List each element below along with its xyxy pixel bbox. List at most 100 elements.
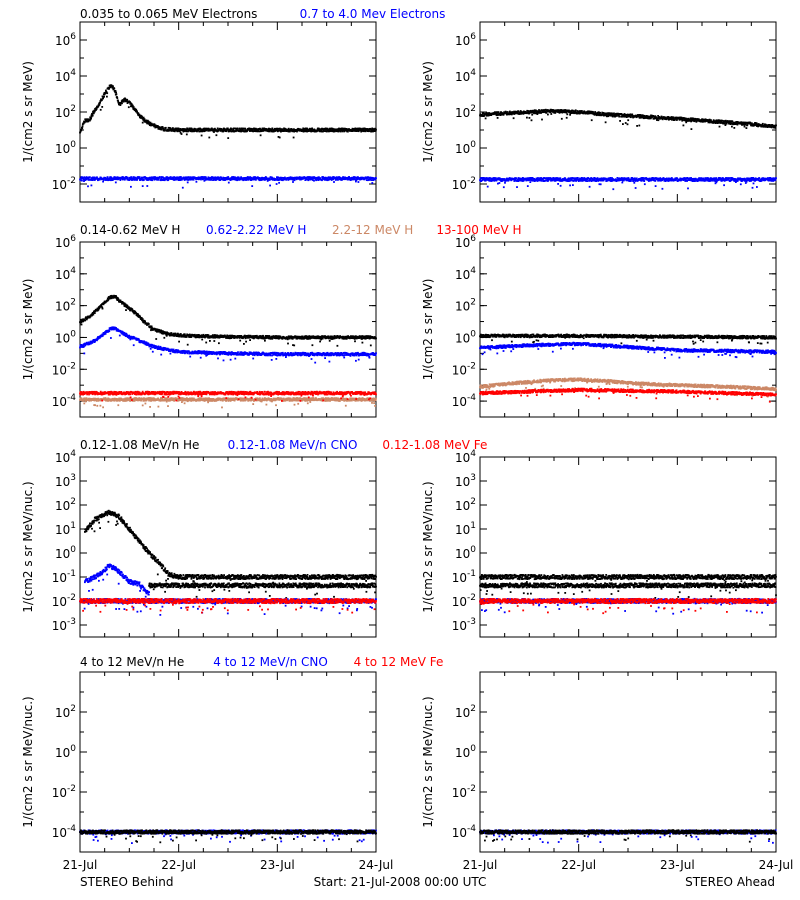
y-tick-exponent: 0 [70,329,76,339]
data-point [128,106,130,108]
data-point [503,186,505,188]
y-tick-exponent: 6 [470,32,476,42]
y-tick-label: 102 [55,104,76,120]
data-point [758,177,760,179]
data-point [550,113,552,115]
data-point [498,111,500,113]
data-point [94,312,96,314]
y-tick-label: 10-2 [52,176,76,192]
legend-entry: 0.7 to 4.0 Mev Electrons [300,7,446,21]
y-tick-base: 10 [55,142,70,156]
data-point [141,116,143,118]
data-point [210,179,212,181]
y-tick-base: 10 [55,300,70,314]
data-point [526,117,528,119]
data-point [686,180,688,182]
data-point [133,106,135,108]
data-point [487,186,489,188]
data-point [227,137,229,139]
data-point [540,112,542,114]
data-point [186,134,188,136]
data-point [375,177,377,179]
data-point [237,128,239,130]
y-tick-exponent: -4 [67,393,76,403]
data-point [312,344,314,346]
data-point [209,340,211,342]
data-point [655,185,657,187]
y-tick-exponent: 2 [70,298,76,308]
data-point [557,183,559,185]
y-tick-exponent: 2 [70,104,76,114]
plot-frame [80,242,376,417]
y-tick-exponent: -2 [67,176,76,186]
legend-entry: 0.14-0.62 MeV H [80,223,180,237]
data-point [661,116,663,118]
data-point [136,179,138,181]
y-tick-base: 10 [52,363,67,377]
data-point [719,126,721,128]
y-tick-base: 10 [452,178,467,192]
data-point [547,114,549,116]
data-point [165,127,167,129]
data-point [106,96,108,98]
data-point [544,177,546,179]
y-tick-base: 10 [55,268,70,282]
data-point [116,93,118,95]
data-point [740,183,742,185]
data-point [337,345,339,347]
data-point [115,90,117,92]
series-0 [79,84,377,139]
data-point [636,125,638,127]
data-point [271,338,273,340]
data-point [92,115,94,117]
data-point [687,118,689,120]
data-point [662,188,664,190]
data-point [148,323,150,325]
data-point [591,119,593,121]
data-point [513,117,515,119]
data-point [306,335,308,337]
data-point [293,345,295,347]
data-point [260,134,262,136]
data-point [178,341,180,343]
y-tick-base: 10 [52,178,67,192]
data-point [81,127,83,129]
data-point [561,118,563,120]
data-point [187,344,189,346]
data-point [746,124,748,126]
data-point [575,109,577,111]
y-axis-label: 1/(cm2 s sr MeV) [421,61,435,163]
y-tick-exponent: 4 [470,68,476,78]
data-point [723,184,725,186]
data-point [775,127,777,129]
data-point [99,102,101,104]
data-point [245,341,247,343]
data-point [731,126,733,128]
data-point [238,176,240,178]
y-tick-exponent: 4 [70,266,76,276]
data-point [249,339,251,341]
data-point [566,112,568,114]
y-tick-exponent: 6 [70,32,76,42]
data-point [529,117,531,119]
series-0 [479,109,777,130]
data-point [371,182,373,184]
y-tick-label: 104 [55,68,76,84]
data-point [244,128,246,130]
data-point [654,180,656,182]
data-point [726,123,728,125]
legend-entry: 2.2-12 MeV H [332,223,413,237]
data-point [294,179,296,181]
data-point [599,112,601,114]
data-point [239,340,241,342]
y-tick-label: 100 [455,140,476,156]
data-point [287,338,289,340]
data-point [115,92,117,94]
legend-entry: 13-100 MeV H [436,223,521,237]
data-point [644,183,646,185]
data-point [113,88,115,90]
data-point [362,342,364,344]
data-point [243,343,245,345]
data-point [627,123,629,125]
